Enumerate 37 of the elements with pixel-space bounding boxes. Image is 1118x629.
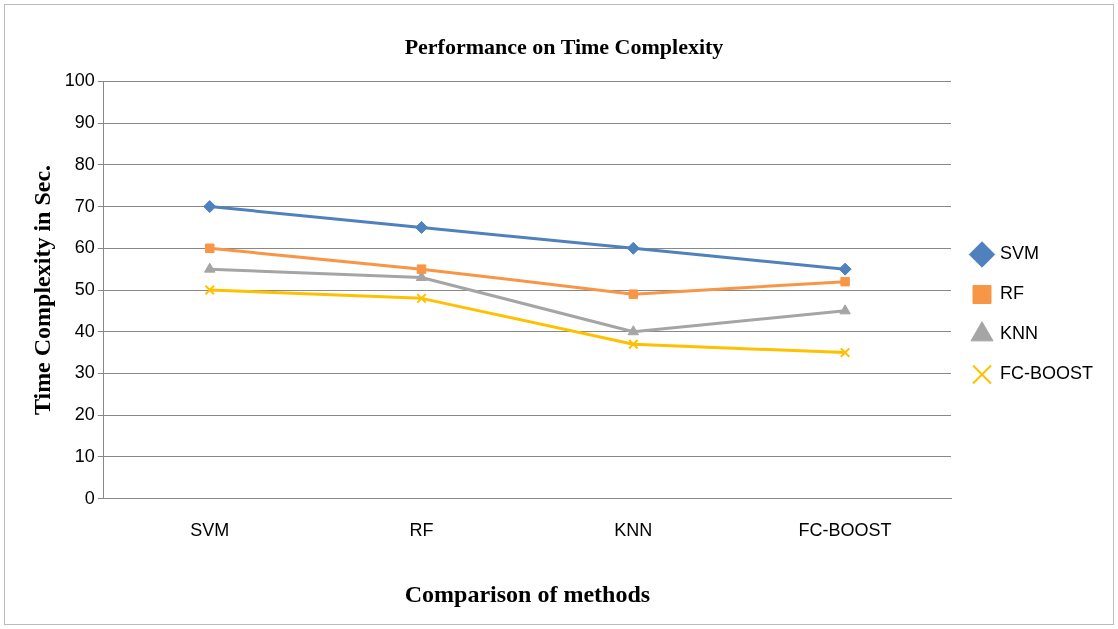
point	[838, 262, 852, 276]
point	[626, 241, 640, 255]
point	[628, 289, 639, 299]
point	[416, 264, 427, 274]
point	[840, 276, 850, 287]
y-tick-label: 30	[74, 362, 95, 383]
x-tick-label: FC-BOOST	[798, 520, 892, 541]
point	[415, 220, 429, 234]
legend-label: SVM	[1000, 243, 1040, 264]
y-tick-label: 40	[74, 320, 95, 341]
y-tick-label: 50	[74, 278, 95, 299]
legend-label: RF	[1000, 283, 1024, 304]
y-tick-label: 60	[74, 237, 95, 258]
x-axis-title: Comparison of methods	[404, 580, 651, 607]
y-tick-label: 70	[74, 195, 95, 216]
legend-label: FC-BOOST	[1000, 363, 1093, 384]
point	[839, 347, 851, 358]
y-tick-label: 90	[74, 112, 95, 133]
y-tick-label: 0	[84, 487, 95, 508]
point	[628, 338, 639, 350]
point	[204, 262, 216, 273]
y-tick-label: 20	[74, 404, 95, 425]
y-axis-title: Time Complexity in Sec.	[28, 164, 55, 416]
point	[839, 304, 851, 315]
chart-title: Performance on Time Complexity	[404, 33, 724, 59]
y-tick-label: 80	[74, 153, 95, 174]
x-tick-label: KNN	[614, 520, 653, 541]
legend-label: KNN	[1000, 323, 1039, 344]
point	[627, 325, 640, 336]
y-tick-label: 10	[74, 445, 95, 466]
point	[416, 293, 427, 304]
point	[204, 284, 215, 296]
x-tick-label: SVM	[190, 520, 230, 541]
point	[203, 200, 217, 214]
x-tick-label: RF	[409, 520, 434, 541]
y-tick-label: 100	[64, 70, 95, 91]
point	[204, 243, 215, 254]
